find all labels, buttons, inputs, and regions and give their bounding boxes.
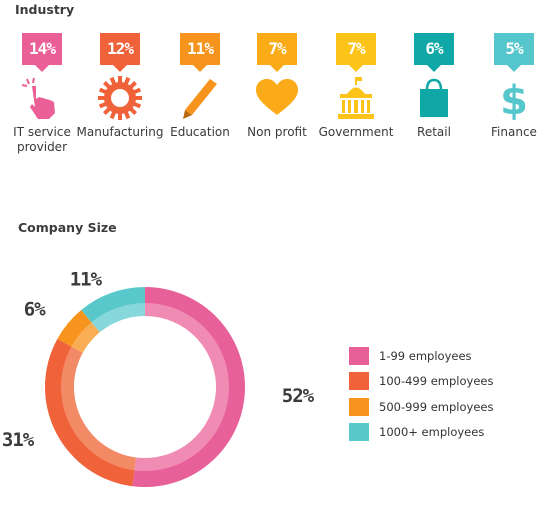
industry-label: IT service provider [13, 125, 71, 154]
industry-label: Finance [491, 125, 537, 139]
donut-value-label: 11% [70, 269, 103, 291]
industry-item: 12% Manufacturing [75, 33, 165, 140]
industry-label: Retail [417, 125, 451, 139]
company-size-donut-chart: 52% 31% 6% 11% [2, 269, 316, 487]
industry-title: Industry [15, 2, 75, 17]
gear-icon [97, 75, 143, 121]
donut-inner-slice-0 [134, 303, 229, 471]
legend-item: 500-999 employees [349, 394, 493, 420]
shopping-bag-icon [411, 75, 457, 121]
chart-legend: 1-99 employees 100-499 employees 500-999 e… [349, 343, 493, 445]
donut-slice-1 [44, 338, 135, 487]
legend-item: 100-499 employees [349, 369, 493, 395]
dollar-icon: $ [491, 75, 537, 124]
legend-item: 1000+ employees [349, 420, 493, 446]
industry-percent-badge: 5% [494, 33, 534, 72]
industry-percent-badge: 7% [336, 33, 376, 72]
legend-swatch [349, 346, 369, 365]
industry-percent-badge: 6% [414, 33, 454, 72]
industry-label: Education [170, 125, 230, 139]
industry-percent-badge: 14% [22, 33, 62, 72]
donut-value-label: 31% [2, 429, 35, 451]
industry-label: Non profit [247, 125, 307, 139]
legend-label: 500-999 employees [379, 399, 494, 414]
svg-text:$: $ [500, 78, 528, 121]
industry-item: 7% Government [311, 33, 401, 140]
industry-item: 14% IT service provider [0, 33, 87, 155]
industry-item: 6% Retail [389, 33, 479, 140]
industry-percent-badge: 7% [257, 33, 297, 72]
legend-label: 1-99 employees [379, 348, 472, 363]
industry-label: Government [318, 125, 394, 139]
donut-slice-0 [132, 287, 246, 487]
industry-percent-badge: 12% [100, 33, 140, 72]
industry-label: Manufacturing [76, 125, 164, 139]
donut-value-label: 6% [24, 299, 46, 321]
legend-label: 100-499 employees [379, 374, 494, 389]
donut-inner-slice-3 [91, 303, 145, 333]
donut-slice-3 [81, 287, 145, 324]
industry-item: 7% Non profit [232, 33, 322, 140]
industry-item: 11% Education [155, 33, 245, 140]
legend-swatch [349, 423, 369, 442]
donut-inner-slice-1 [60, 346, 137, 471]
pencil-icon [177, 75, 223, 121]
legend-item: 1-99 employees [349, 343, 493, 369]
legend-swatch [349, 397, 369, 416]
company-size-title: Company Size [18, 220, 117, 235]
donut-value-label: 52% [282, 385, 315, 407]
government-building-icon [333, 75, 379, 121]
heart-icon [254, 75, 300, 121]
industry-percent-badge: 11% [180, 33, 220, 72]
hand-pointer-icon [19, 75, 65, 121]
industry-item: 5% $ Finance [469, 33, 559, 140]
donut-slice-2 [57, 309, 93, 348]
legend-swatch [349, 372, 369, 391]
legend-label: 1000+ employees [379, 425, 485, 440]
donut-inner-slice-2 [71, 322, 100, 353]
